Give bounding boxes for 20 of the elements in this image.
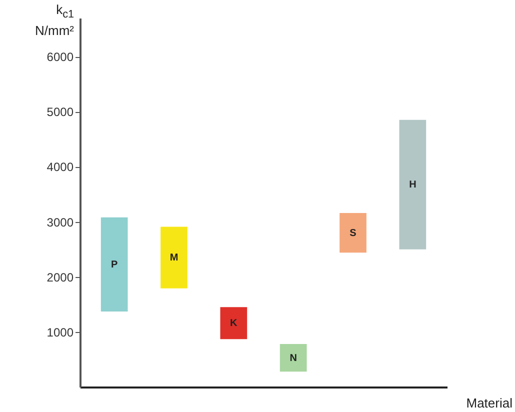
x-tick-label: S [350,228,357,239]
y-tick-label: 3000 [46,215,74,230]
y-tick-label: 2000 [46,270,74,284]
x-tick-label: P [110,259,118,270]
bar [160,226,188,288]
x-tick-label: K [230,318,238,330]
bar [340,212,366,253]
x-tick-label: H [409,180,416,191]
y-tick-label: 6000 [46,50,74,64]
bar [100,217,128,312]
bar [280,344,307,372]
x-tick-label: M [170,252,178,264]
x-tick-label: N [290,352,297,364]
y-tick-label: 5000 [46,105,74,120]
bar [399,120,426,250]
y-tick-label: 4000 [46,160,74,174]
y-axis-title: k$_{c1}$ N/mm² [34,2,74,38]
x-axis-title: Material [466,396,513,410]
y-tick-label: 1000 [46,325,74,340]
bar [220,307,248,340]
